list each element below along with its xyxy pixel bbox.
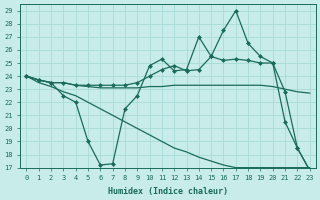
X-axis label: Humidex (Indice chaleur): Humidex (Indice chaleur) [108, 187, 228, 196]
